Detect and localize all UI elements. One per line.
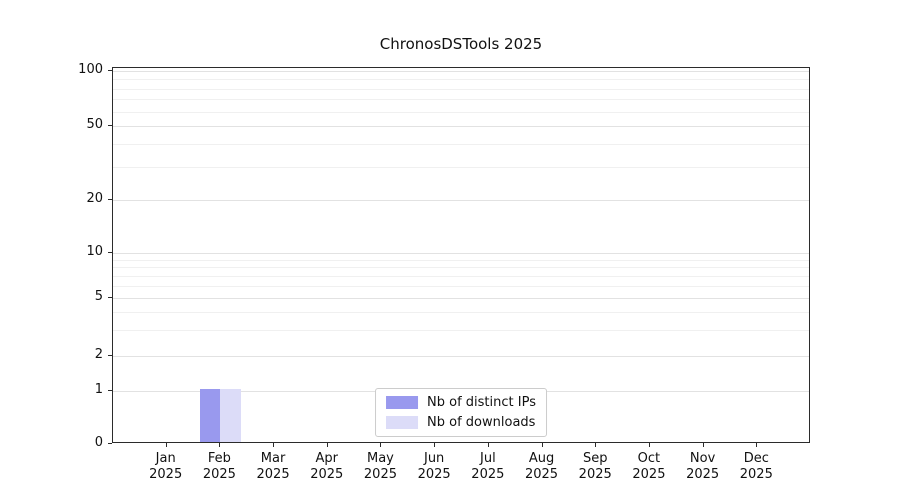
x-tick-label: Jul 2025 <box>448 451 528 483</box>
legend-row: Nb of downloads <box>386 415 536 430</box>
y-tick-label: 100 <box>78 62 103 77</box>
x-tick-label: Jun 2025 <box>394 451 474 483</box>
x-tick-year: 2025 <box>202 467 236 482</box>
gridline-major <box>113 200 809 201</box>
gridline-major <box>113 298 809 299</box>
gridline-major <box>113 253 809 254</box>
x-tick-month: Mar <box>260 451 286 466</box>
x-tick-month: May <box>367 451 394 466</box>
legend-label-nb-of-distinct-ips: Nb of distinct IPs <box>427 395 536 410</box>
x-tick-month: Sep <box>582 451 608 466</box>
x-tick-mark <box>649 443 650 447</box>
legend-swatch-nb-of-distinct-ips <box>386 396 419 409</box>
gridline-major <box>113 71 809 72</box>
x-tick-label: Nov 2025 <box>663 451 743 483</box>
x-tick-year: 2025 <box>686 467 720 482</box>
gridline-minor <box>113 112 809 113</box>
gridline-minor <box>113 79 809 80</box>
x-tick-mark <box>434 443 435 447</box>
gridline-major <box>113 126 809 127</box>
gridline-minor <box>113 99 809 100</box>
x-tick-mark <box>488 443 489 447</box>
x-tick-month: Jan <box>155 451 176 466</box>
y-tick-label: 0 <box>94 435 103 450</box>
gridline-minor <box>113 260 809 261</box>
gridline-minor <box>113 276 809 277</box>
x-tick-label: Apr 2025 <box>287 451 367 483</box>
x-tick-year: 2025 <box>417 467 451 482</box>
x-tick-mark <box>219 443 220 447</box>
x-tick-label: Aug 2025 <box>502 451 582 483</box>
y-tick-mark <box>108 390 112 391</box>
legend-swatch-nb-of-downloads <box>386 416 419 429</box>
x-tick-label: Jan 2025 <box>126 451 206 483</box>
x-tick-label: Sep 2025 <box>555 451 635 483</box>
x-tick-year: 2025 <box>739 467 773 482</box>
x-tick-mark <box>703 443 704 447</box>
x-tick-label: Oct 2025 <box>609 451 689 483</box>
y-tick-mark <box>108 70 112 71</box>
x-tick-year: 2025 <box>256 467 290 482</box>
gridline-minor <box>113 167 809 168</box>
y-tick-mark <box>108 252 112 253</box>
x-tick-mark <box>595 443 596 447</box>
gridline-minor <box>113 267 809 268</box>
y-tick-label: 10 <box>86 244 103 259</box>
y-tick-label: 5 <box>94 289 103 304</box>
y-tick-mark <box>108 199 112 200</box>
y-tick-mark <box>108 125 112 126</box>
gridline-minor <box>113 144 809 145</box>
x-tick-mark <box>327 443 328 447</box>
x-tick-year: 2025 <box>578 467 612 482</box>
x-tick-mark <box>166 443 167 447</box>
x-tick-mark <box>380 443 381 447</box>
x-tick-mark <box>273 443 274 447</box>
y-tick-mark <box>108 443 112 444</box>
y-tick-label: 20 <box>86 191 103 206</box>
x-tick-year: 2025 <box>310 467 344 482</box>
gridline-major <box>113 356 809 357</box>
legend: Nb of distinct IPs Nb of downloads <box>375 388 547 437</box>
plot-area: Nb of distinct IPs Nb of downloads <box>112 67 810 443</box>
x-tick-year: 2025 <box>632 467 666 482</box>
x-tick-mark <box>756 443 757 447</box>
y-tick-label: 2 <box>94 347 103 362</box>
legend-row: Nb of distinct IPs <box>386 395 536 410</box>
x-tick-year: 2025 <box>363 467 397 482</box>
x-tick-year: 2025 <box>149 467 183 482</box>
chart-title: ChronosDSTools 2025 <box>379 35 543 53</box>
gridline-minor <box>113 286 809 287</box>
gridline-minor <box>113 89 809 90</box>
y-tick-mark <box>108 297 112 298</box>
bar-nb-of-downloads <box>220 389 241 442</box>
x-tick-label: Feb 2025 <box>179 451 259 483</box>
x-tick-month: Feb <box>207 451 231 466</box>
x-tick-label: May 2025 <box>340 451 420 483</box>
y-tick-label: 1 <box>94 382 103 397</box>
y-tick-label: 50 <box>86 117 103 132</box>
x-tick-label: Mar 2025 <box>233 451 313 483</box>
x-tick-month: Jun <box>423 451 445 466</box>
y-tick-mark <box>108 355 112 356</box>
x-tick-month: Jul <box>480 451 496 466</box>
x-tick-month: Aug <box>528 451 555 466</box>
bar-nb-of-distinct-ips <box>200 389 221 442</box>
x-tick-month: Dec <box>743 451 769 466</box>
x-tick-month: Oct <box>637 451 661 466</box>
x-tick-month: Apr <box>315 451 339 466</box>
gridline-minor <box>113 330 809 331</box>
x-tick-year: 2025 <box>471 467 505 482</box>
x-tick-label: Dec 2025 <box>716 451 796 483</box>
x-tick-year: 2025 <box>524 467 559 482</box>
x-tick-mark <box>542 443 543 447</box>
gridline-minor <box>113 312 809 313</box>
legend-label-nb-of-downloads: Nb of downloads <box>427 415 536 430</box>
x-tick-month: Nov <box>689 451 716 466</box>
